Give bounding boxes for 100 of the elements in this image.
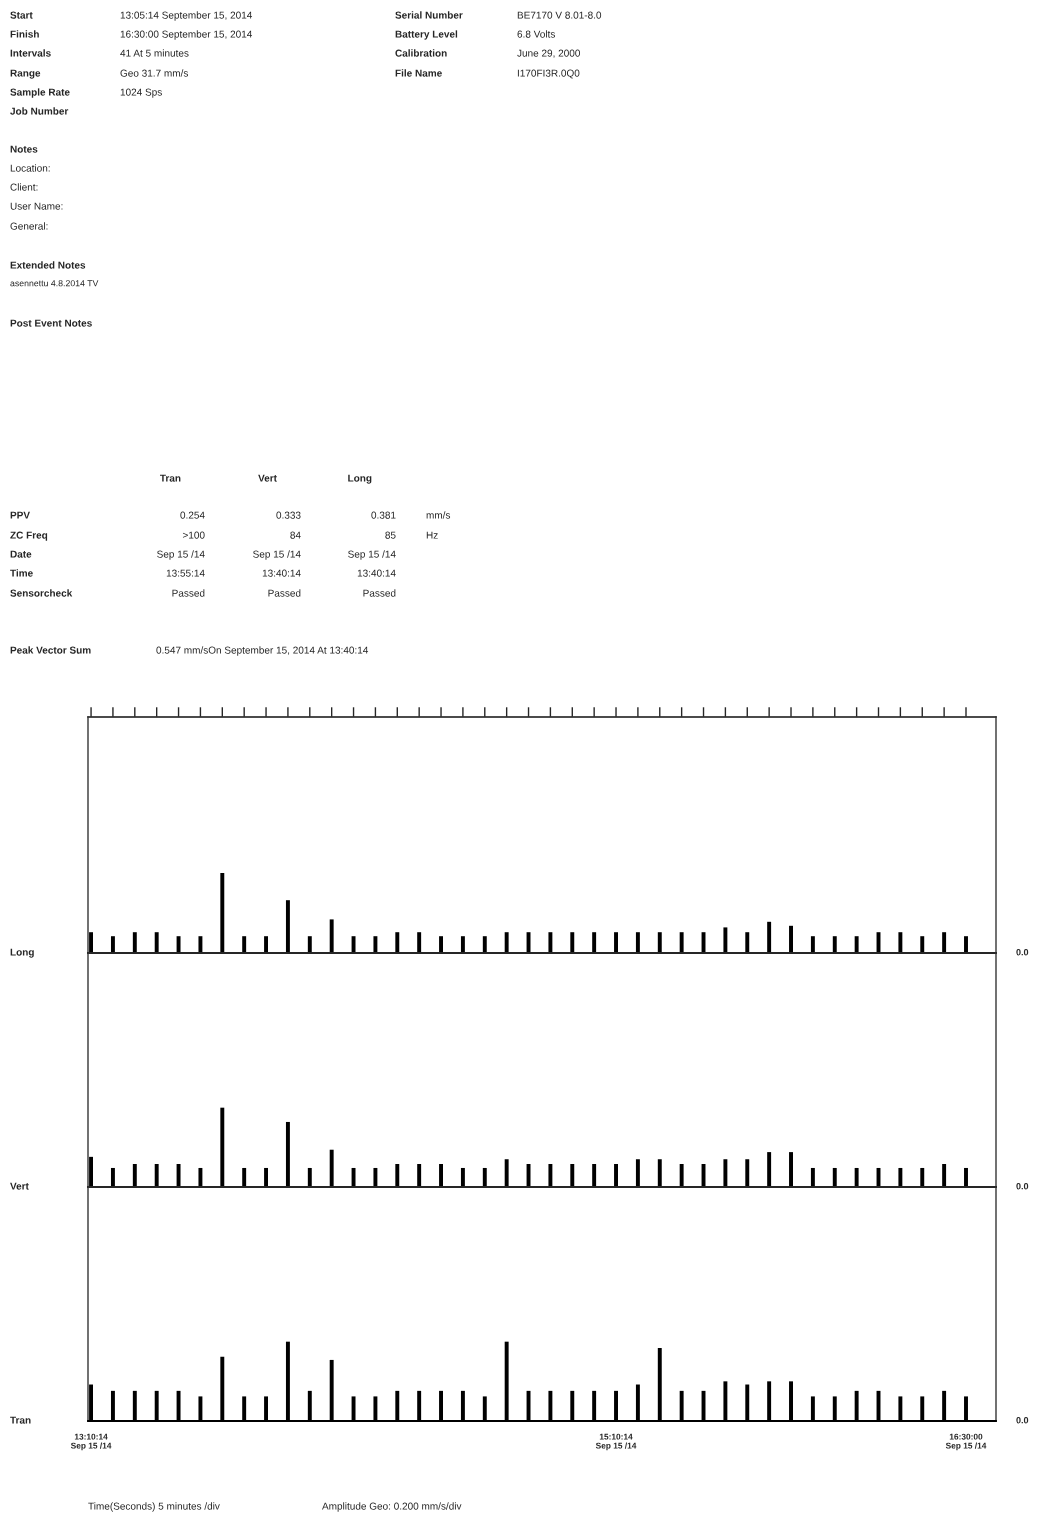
bar <box>176 1164 181 1187</box>
x-tick-label: 16:30:00 Sep 15 /14 <box>945 1433 987 1451</box>
bar <box>592 932 597 953</box>
y-axis-title: Long <box>10 948 34 958</box>
bar <box>132 1164 137 1187</box>
bar <box>635 1159 640 1187</box>
bar <box>264 1167 269 1187</box>
text: Range Geo 31.7 mm/s <box>10 69 188 79</box>
text: Intervals 41 At 5 minutes <box>10 49 189 57</box>
text: asennettu 4.8.2014 TV <box>10 280 99 287</box>
text: Sensorcheck Passed Passed Passed <box>10 589 396 597</box>
bar <box>264 936 269 953</box>
bar <box>154 932 159 953</box>
text: Client: <box>10 183 38 191</box>
bar <box>723 1159 728 1187</box>
bar <box>548 1164 553 1187</box>
bar <box>635 932 640 953</box>
bar <box>942 1164 947 1187</box>
bar <box>789 1152 793 1187</box>
bar <box>920 936 925 953</box>
bar <box>767 921 772 953</box>
text: Serial Number BE7170 V 8.01-8.0 <box>395 11 602 19</box>
text: 0.0 <box>1016 1417 1029 1424</box>
bar <box>504 1159 509 1187</box>
bar <box>810 936 815 953</box>
bar <box>964 936 968 953</box>
text: Finish 16:30:00 September 15, 2014 <box>10 30 253 40</box>
bar <box>679 932 684 953</box>
text: Date Sep 15 /14 Sep 15 /14 Sep 15 /14 <box>10 550 396 560</box>
bar <box>898 932 903 953</box>
bar <box>570 1164 575 1187</box>
bar <box>832 1167 837 1187</box>
bar <box>679 1164 684 1187</box>
bar <box>417 932 422 953</box>
text: Peak Vector Sum 0.547 mm/sOn September 15, 2014 At 13:40:14 <box>10 646 369 656</box>
text: File Name I170FI3R.0Q0 <box>395 69 580 79</box>
bar <box>329 1149 334 1187</box>
bar <box>657 1159 662 1187</box>
bar <box>526 932 531 953</box>
bar <box>942 932 947 953</box>
bar <box>460 1167 465 1187</box>
bar <box>832 936 837 953</box>
bar <box>854 936 859 953</box>
bar <box>198 936 203 953</box>
bar <box>198 1167 203 1187</box>
bar <box>570 932 575 953</box>
bar <box>307 1167 312 1187</box>
bar <box>176 936 181 953</box>
bar <box>548 932 553 953</box>
text: Calibration June 29, 2000 <box>395 49 580 58</box>
bar <box>964 1167 968 1187</box>
text: 0.0 <box>1016 949 1029 956</box>
bar <box>220 1107 225 1187</box>
bar <box>154 1164 159 1187</box>
bar <box>417 1164 422 1187</box>
x-tick-label: 15:10:14 Sep 15 /14 <box>595 1433 637 1451</box>
text: Extended Notes <box>10 261 86 269</box>
bar <box>482 936 487 953</box>
text: Time 13:55:14 13:40:14 13:40:14 <box>10 569 396 577</box>
bar <box>110 936 115 953</box>
bar <box>767 1152 772 1187</box>
y-axis-title: Vert <box>10 1182 29 1190</box>
text: User Name: <box>10 202 63 210</box>
bar <box>285 900 290 953</box>
text: General: <box>10 222 48 230</box>
text: Notes <box>10 145 38 153</box>
bar <box>614 932 618 953</box>
bar <box>373 936 378 953</box>
bar <box>789 925 793 953</box>
bar <box>614 1164 618 1187</box>
bar <box>920 1167 925 1187</box>
bar <box>242 936 247 953</box>
text: Battery Level 6.8 Volts <box>395 30 555 40</box>
bar <box>460 936 465 953</box>
bar <box>723 927 728 953</box>
bar <box>132 932 137 953</box>
bar <box>329 919 334 953</box>
bar <box>526 1164 531 1187</box>
bar <box>351 936 356 953</box>
bar <box>439 1164 444 1187</box>
bar <box>504 932 509 953</box>
bar <box>89 932 94 953</box>
bar <box>89 1156 94 1187</box>
text: ZC Freq >100 84 85 Hz <box>10 531 438 541</box>
text: Location: <box>10 164 50 172</box>
bar <box>810 1167 815 1187</box>
bar <box>745 1159 750 1187</box>
bar <box>110 1167 115 1187</box>
bar <box>854 1167 859 1187</box>
bar <box>220 873 225 953</box>
bar <box>592 1164 597 1187</box>
text: Sample Rate 1024 Sps <box>10 88 162 98</box>
bar <box>307 936 312 953</box>
text: Tran Vert Long <box>159 474 372 484</box>
text: Time(Seconds) 5 minutes /div Amplitude Geo: 0.200 mm/s/div <box>88 1502 462 1512</box>
bar <box>745 932 750 953</box>
bar <box>373 1167 378 1187</box>
bar <box>439 936 444 953</box>
text: Start 13:05:14 September 15, 2014 <box>10 11 253 21</box>
bar <box>351 1167 356 1187</box>
